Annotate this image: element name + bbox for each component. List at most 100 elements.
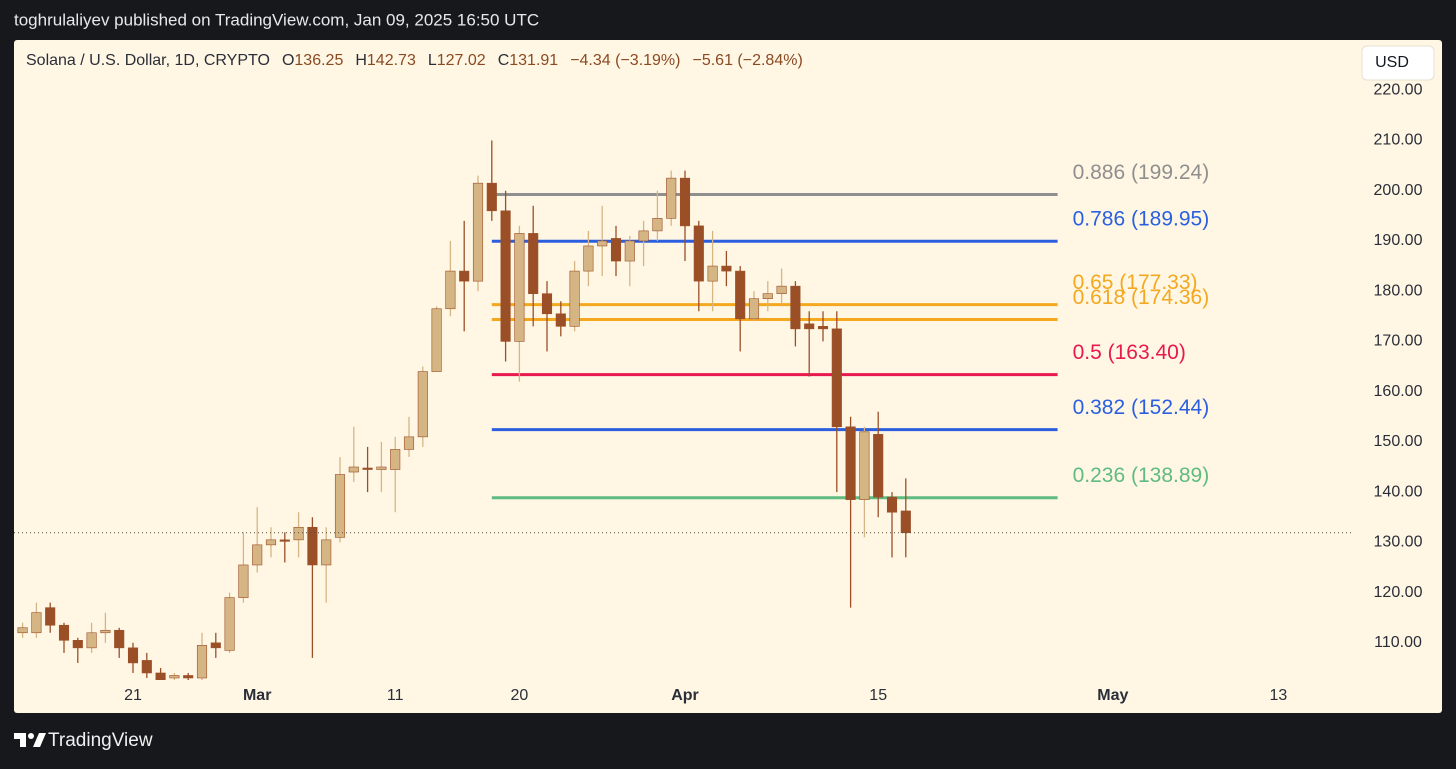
- candle-body: [362, 467, 373, 470]
- candle-body: [334, 474, 346, 538]
- legend-change: −5.61 (−2.84%): [692, 52, 802, 69]
- candle-body: [45, 607, 56, 626]
- fib-label: 0.65 (177.33): [1073, 271, 1198, 294]
- candle-body: [252, 544, 263, 566]
- candle-body: [321, 539, 332, 566]
- y-tick-label: 140.00: [1374, 483, 1423, 500]
- candle-body: [196, 645, 208, 679]
- candle-body: [17, 627, 28, 634]
- candle-body: [597, 240, 608, 247]
- candle-body: [183, 675, 194, 679]
- fib-label: 0.236 (138.89): [1073, 464, 1210, 487]
- legend: Solana / U.S. Dollar, 1D, CRYPTO O136.25 H…: [26, 52, 803, 69]
- candle-body: [707, 265, 718, 282]
- candle-body: [445, 270, 456, 310]
- candle-body: [486, 182, 497, 212]
- x-tick-label: 15: [869, 687, 887, 704]
- brand-text: TradingView: [48, 730, 153, 751]
- y-tick-label: 200.00: [1374, 182, 1423, 199]
- candle-body: [845, 426, 856, 500]
- y-tick-label: 170.00: [1374, 333, 1423, 350]
- overlay: 110.00 120.00 130.00 140.00 150.00 160.00 170.…: [124, 81, 1422, 704]
- candle-body: [528, 233, 539, 294]
- fib-label: 0.886 (199.24): [1073, 161, 1210, 184]
- candle-body: [610, 238, 622, 262]
- publisher-text: toghrulaliyev published on TradingView.c…: [14, 10, 539, 29]
- y-tick-label: 210.00: [1374, 132, 1423, 149]
- candle-body: [886, 496, 898, 513]
- legend-key: H: [355, 52, 367, 69]
- tradingview-logo: [14, 733, 46, 747]
- candle-body: [900, 510, 911, 534]
- legend-value: 127.02: [437, 52, 486, 69]
- y-tick-label: 110.00: [1374, 634, 1422, 651]
- x-tick-label: May: [1097, 687, 1128, 704]
- candle-body: [141, 660, 152, 674]
- candle-body: [873, 434, 884, 498]
- fib-label: 0.5 (163.40): [1073, 341, 1186, 364]
- candle-body: [58, 624, 70, 641]
- candle-body: [583, 245, 594, 272]
- candle-body: [127, 647, 139, 664]
- candle-body: [666, 177, 677, 219]
- y-tick-label: 130.00: [1374, 534, 1423, 551]
- candle-body: [776, 285, 787, 294]
- legend-value: 142.73: [367, 52, 416, 69]
- candle-body: [555, 313, 566, 327]
- candle-body: [238, 564, 249, 598]
- candle-body: [624, 240, 635, 262]
- candle-body: [790, 285, 801, 330]
- currency-label[interactable]: USD: [1375, 54, 1409, 71]
- candle-body: [762, 293, 773, 300]
- candle-body: [403, 436, 415, 450]
- candle-body: [86, 632, 97, 649]
- candle-body: [265, 539, 277, 546]
- candle-body: [514, 233, 525, 342]
- candle-body: [804, 323, 815, 330]
- candle-body: [348, 466, 359, 473]
- candle-body: [500, 210, 511, 342]
- candle-body: [390, 449, 401, 470]
- candle-body: [859, 431, 870, 500]
- y-tick-label: 160.00: [1374, 383, 1423, 400]
- plot-area: [14, 140, 1354, 680]
- candle-body: [293, 526, 304, 541]
- y-tick-label: 150.00: [1374, 433, 1423, 450]
- candle-body: [541, 293, 553, 315]
- candle-body: [155, 672, 166, 680]
- y-tick-label: 120.00: [1374, 584, 1423, 601]
- candle-body: [279, 539, 290, 542]
- legend-value: 131.91: [509, 52, 558, 69]
- legend-key: O: [282, 52, 294, 69]
- candle-body: [114, 629, 125, 649]
- chart-pane: [14, 40, 1442, 713]
- candle-body: [679, 177, 691, 227]
- candle-body: [735, 270, 746, 320]
- candle-body: [459, 270, 470, 282]
- candle-body: [472, 182, 484, 282]
- legend-change: −4.34 (−3.19%): [570, 52, 680, 69]
- legend-symbol: Solana / U.S. Dollar, 1D, CRYPTO: [26, 52, 270, 69]
- candle-body: [569, 270, 580, 327]
- candle-body: [721, 265, 732, 272]
- candle-body: [817, 326, 829, 330]
- candle-body: [307, 526, 318, 566]
- candle-body: [431, 308, 442, 372]
- x-tick-label: 20: [511, 687, 529, 704]
- candle-body: [210, 642, 221, 649]
- y-tick-label: 180.00: [1374, 282, 1423, 299]
- candle-body: [417, 371, 428, 438]
- candle-body: [638, 230, 649, 242]
- candle-body: [72, 640, 83, 649]
- candle-body: [652, 218, 663, 232]
- fib-label: 0.786 (189.95): [1073, 208, 1210, 231]
- x-tick-label: 13: [1270, 687, 1288, 704]
- x-tick-label: Mar: [243, 687, 271, 704]
- currency-button[interactable]: [1361, 45, 1435, 81]
- legend-value: 136.25: [294, 52, 343, 69]
- candle-body: [376, 466, 387, 470]
- x-tick-label: Apr: [671, 687, 699, 704]
- candle-body: [831, 328, 842, 428]
- y-tick-label: 220.00: [1374, 81, 1423, 98]
